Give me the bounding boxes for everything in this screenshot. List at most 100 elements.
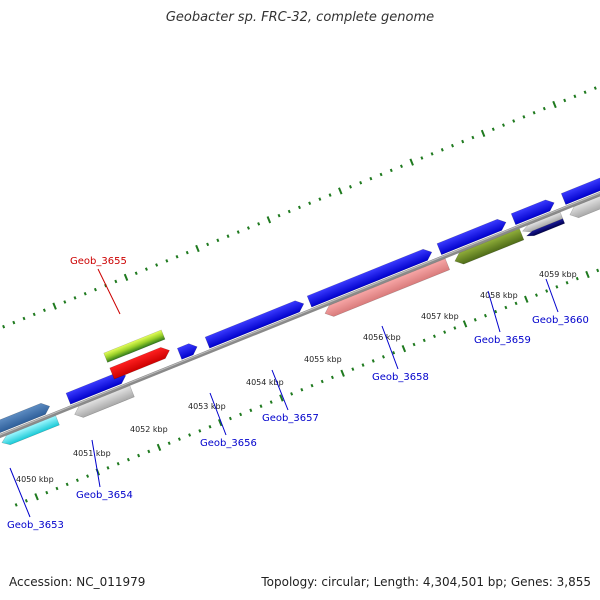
gc-tick <box>123 273 129 281</box>
gc-tick <box>585 270 590 279</box>
gene-feature[interactable] <box>525 218 566 239</box>
gene-feature[interactable] <box>176 341 199 360</box>
gc-tick <box>266 216 272 224</box>
label-callout-line <box>271 369 289 411</box>
gene-feature[interactable] <box>436 217 508 256</box>
gc-tick <box>32 312 36 317</box>
gc-tick <box>226 234 230 238</box>
gc-tick <box>308 201 312 206</box>
gc-tick <box>249 408 253 413</box>
gene-feature[interactable] <box>0 415 60 448</box>
gene-feature[interactable] <box>103 329 166 363</box>
gene-label[interactable]: Geob_3657 <box>262 413 319 424</box>
gc-tick <box>473 318 477 322</box>
gene-features <box>0 164 600 448</box>
scale-label: 4052 kbp <box>130 425 168 434</box>
gc-tick <box>440 148 444 152</box>
gc-tick <box>167 441 171 445</box>
gc-tick <box>565 281 569 285</box>
gene-feature[interactable] <box>568 179 600 220</box>
gc-tick <box>471 135 475 140</box>
gene-feature[interactable] <box>453 228 525 267</box>
gc-tick <box>512 119 516 123</box>
gene-feature[interactable] <box>306 247 434 308</box>
gc-tick <box>73 296 77 300</box>
scale-label: 4051 kbp <box>73 449 111 458</box>
scale-label: 4059 kbp <box>539 270 577 279</box>
gc-tick <box>534 293 538 297</box>
gc-tick <box>165 259 169 263</box>
gc-tick <box>361 363 365 367</box>
gc-tick <box>573 94 577 99</box>
gc-tick <box>371 359 375 363</box>
gc-tick <box>514 301 518 306</box>
gc-tick <box>491 127 495 131</box>
gc-tick <box>480 129 486 137</box>
gene-feature[interactable] <box>510 197 556 226</box>
gene-feature[interactable] <box>560 164 600 205</box>
gene-label[interactable]: Geob_3654 <box>76 490 133 501</box>
accession-text: Accession: NC_011979 <box>9 575 146 589</box>
gc-tick <box>75 478 79 483</box>
gc-tick <box>277 213 281 218</box>
gc-tick <box>65 482 69 487</box>
gc-tick <box>483 313 487 318</box>
gc-tick <box>432 334 436 339</box>
label-callout-line <box>545 278 559 313</box>
gc-tick <box>86 474 90 478</box>
gene-feature[interactable] <box>323 258 451 319</box>
gc-tick <box>412 342 416 347</box>
gene-label[interactable]: Geob_3655 <box>70 256 127 267</box>
gc-tick <box>134 271 138 275</box>
gene-label[interactable]: Geob_3660 <box>532 315 589 326</box>
gc-tick <box>494 309 498 314</box>
gc-tick <box>552 100 557 109</box>
gene-label[interactable]: Geob_3659 <box>474 335 531 346</box>
gc-tick <box>320 379 324 384</box>
scale-label: 4050 kbp <box>16 475 54 484</box>
genome-backbone <box>0 191 600 439</box>
gc-tick <box>409 158 414 166</box>
gc-tick <box>114 279 118 284</box>
gene-feature[interactable] <box>0 401 52 434</box>
scale-label: 4054 kbp <box>246 378 284 387</box>
gc-tick <box>348 185 352 189</box>
gene-feature[interactable] <box>109 345 172 380</box>
gc-tick <box>257 222 261 226</box>
gc-tick <box>12 320 16 325</box>
gc-tick <box>596 268 600 273</box>
gc-tick <box>269 400 273 404</box>
scale-ticks: 4050 kbp 4051 kbp 4052 kbp 4053 kbp 4054 kbp… <box>16 270 577 484</box>
gene-feature[interactable] <box>521 211 564 234</box>
gene-label[interactable]: Geob_3656 <box>200 438 257 449</box>
gc-tick <box>177 437 181 441</box>
gene-feature[interactable] <box>72 385 135 420</box>
gc-tick <box>522 115 526 119</box>
gc-tick <box>392 350 396 355</box>
label-callout-line <box>487 290 501 333</box>
gc-tick <box>55 486 59 491</box>
gc-tick <box>198 429 202 433</box>
gene-feature[interactable] <box>65 370 128 405</box>
gc-tick <box>236 230 240 234</box>
gene-feature[interactable] <box>204 298 306 349</box>
gc-tick <box>310 383 314 388</box>
gc-tick <box>369 176 373 181</box>
label-callout-line <box>9 467 31 518</box>
gene-labels: Geob_3653 Geob_3654 Geob_3655 Geob_3656 Geob… <box>7 256 589 531</box>
gc-tick <box>63 300 67 304</box>
gc-tick <box>156 443 162 451</box>
gc-tick <box>239 412 243 417</box>
gene-label[interactable]: Geob_3653 <box>7 520 64 531</box>
gc-tick <box>14 503 18 507</box>
gene-label[interactable]: Geob_3658 <box>372 372 429 383</box>
gc-tick <box>379 172 383 177</box>
gc-tick <box>279 394 284 402</box>
scale-label: 4053 kbp <box>188 402 226 411</box>
gc-tick <box>524 295 529 303</box>
genome-backbone-highlight <box>0 192 600 436</box>
gc-tick <box>453 326 457 330</box>
gc-tick <box>297 205 301 210</box>
gc-tick <box>399 164 403 169</box>
